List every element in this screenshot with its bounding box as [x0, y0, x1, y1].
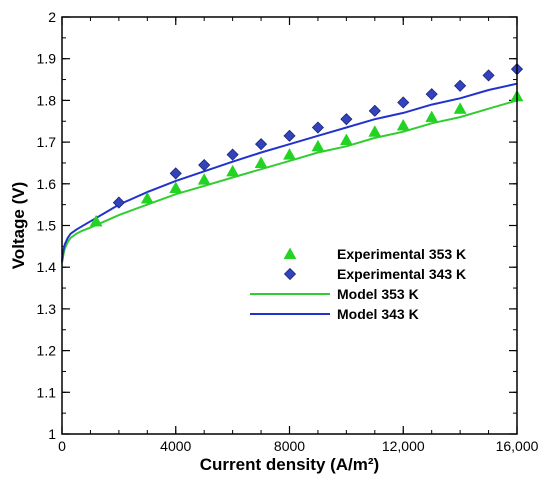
data-point-experimental-353-k — [169, 181, 183, 194]
x-tick-label: 16,000 — [496, 438, 539, 454]
data-point-experimental-353-k — [197, 173, 211, 185]
legend: Experimental 353 K Experimental 343 K Mode… — [250, 246, 466, 322]
data-point-experimental-353-k — [226, 164, 240, 177]
data-point-experimental-343-k — [482, 69, 495, 82]
data-point-experimental-353-k — [311, 139, 325, 152]
legend-marker-experimental-353-k — [283, 247, 297, 260]
data-point-experimental-343-k — [425, 88, 438, 101]
series-experimental-343-k — [112, 63, 524, 209]
x-tick-label: 12,000 — [382, 438, 425, 454]
series-line-model-353-k — [61, 99, 518, 264]
data-point-experimental-353-k — [425, 110, 439, 123]
axis-ticks — [61, 16, 518, 435]
data-point-experimental-353-k — [140, 191, 154, 204]
y-tick-label: 1.4 — [37, 259, 57, 275]
data-point-experimental-343-k — [340, 113, 353, 126]
data-point-experimental-343-k — [454, 79, 467, 92]
x-axis-title: Current density (A/m²) — [200, 455, 379, 474]
legend-label-model-353-k: Model 353 K — [337, 286, 419, 302]
y-tick-label: 1.2 — [37, 343, 57, 359]
data-point-experimental-343-k — [311, 121, 325, 134]
data-point-experimental-353-k — [254, 156, 268, 168]
y-tick-label: 2 — [48, 9, 56, 25]
legend-label-experimental-353-k: Experimental 353 K — [337, 246, 466, 262]
y-tick-label: 1.6 — [37, 176, 57, 192]
data-point-experimental-343-k — [283, 129, 296, 142]
y-tick-label: 1.5 — [37, 218, 57, 234]
plot-area-frame — [61, 16, 518, 435]
data-point-experimental-343-k — [169, 167, 182, 180]
tick-labels: 0 4000 8000 12,000 16,000 1 1.1 1.2 1.3 1.4 1.5 1.6… — [37, 9, 539, 454]
series-line-model-343-k — [61, 82, 518, 262]
data-point-experimental-353-k — [283, 148, 296, 160]
y-axis-title: Voltage (V) — [9, 182, 28, 270]
legend-label-model-343-k: Model 343 K — [337, 306, 419, 322]
data-point-experimental-353-k — [368, 125, 382, 137]
data-point-experimental-353-k — [89, 214, 103, 227]
y-tick-label: 1.1 — [37, 384, 57, 400]
data-point-experimental-353-k — [339, 133, 353, 146]
y-tick-label: 1.9 — [37, 51, 57, 67]
data-point-experimental-353-k — [396, 118, 410, 131]
x-tick-label: 8000 — [274, 438, 305, 454]
data-point-experimental-343-k — [198, 158, 211, 172]
data-point-experimental-343-k — [368, 104, 381, 117]
plot-series — [61, 63, 524, 264]
x-tick-label: 0 — [58, 438, 66, 454]
y-tick-label: 1 — [48, 426, 56, 442]
data-point-experimental-343-k — [226, 148, 239, 161]
y-tick-label: 1.7 — [37, 134, 57, 150]
data-point-experimental-343-k — [397, 96, 410, 109]
data-point-experimental-353-k — [453, 102, 467, 114]
series-experimental-353-k — [89, 89, 524, 227]
legend-marker-experimental-343-k — [283, 267, 297, 281]
x-tick-label: 4000 — [160, 438, 191, 454]
data-point-experimental-343-k — [254, 138, 268, 151]
legend-label-experimental-343-k: Experimental 343 K — [337, 266, 466, 282]
y-tick-label: 1.3 — [37, 301, 57, 317]
y-tick-label: 1.8 — [37, 92, 57, 108]
data-point-experimental-343-k — [112, 196, 125, 209]
